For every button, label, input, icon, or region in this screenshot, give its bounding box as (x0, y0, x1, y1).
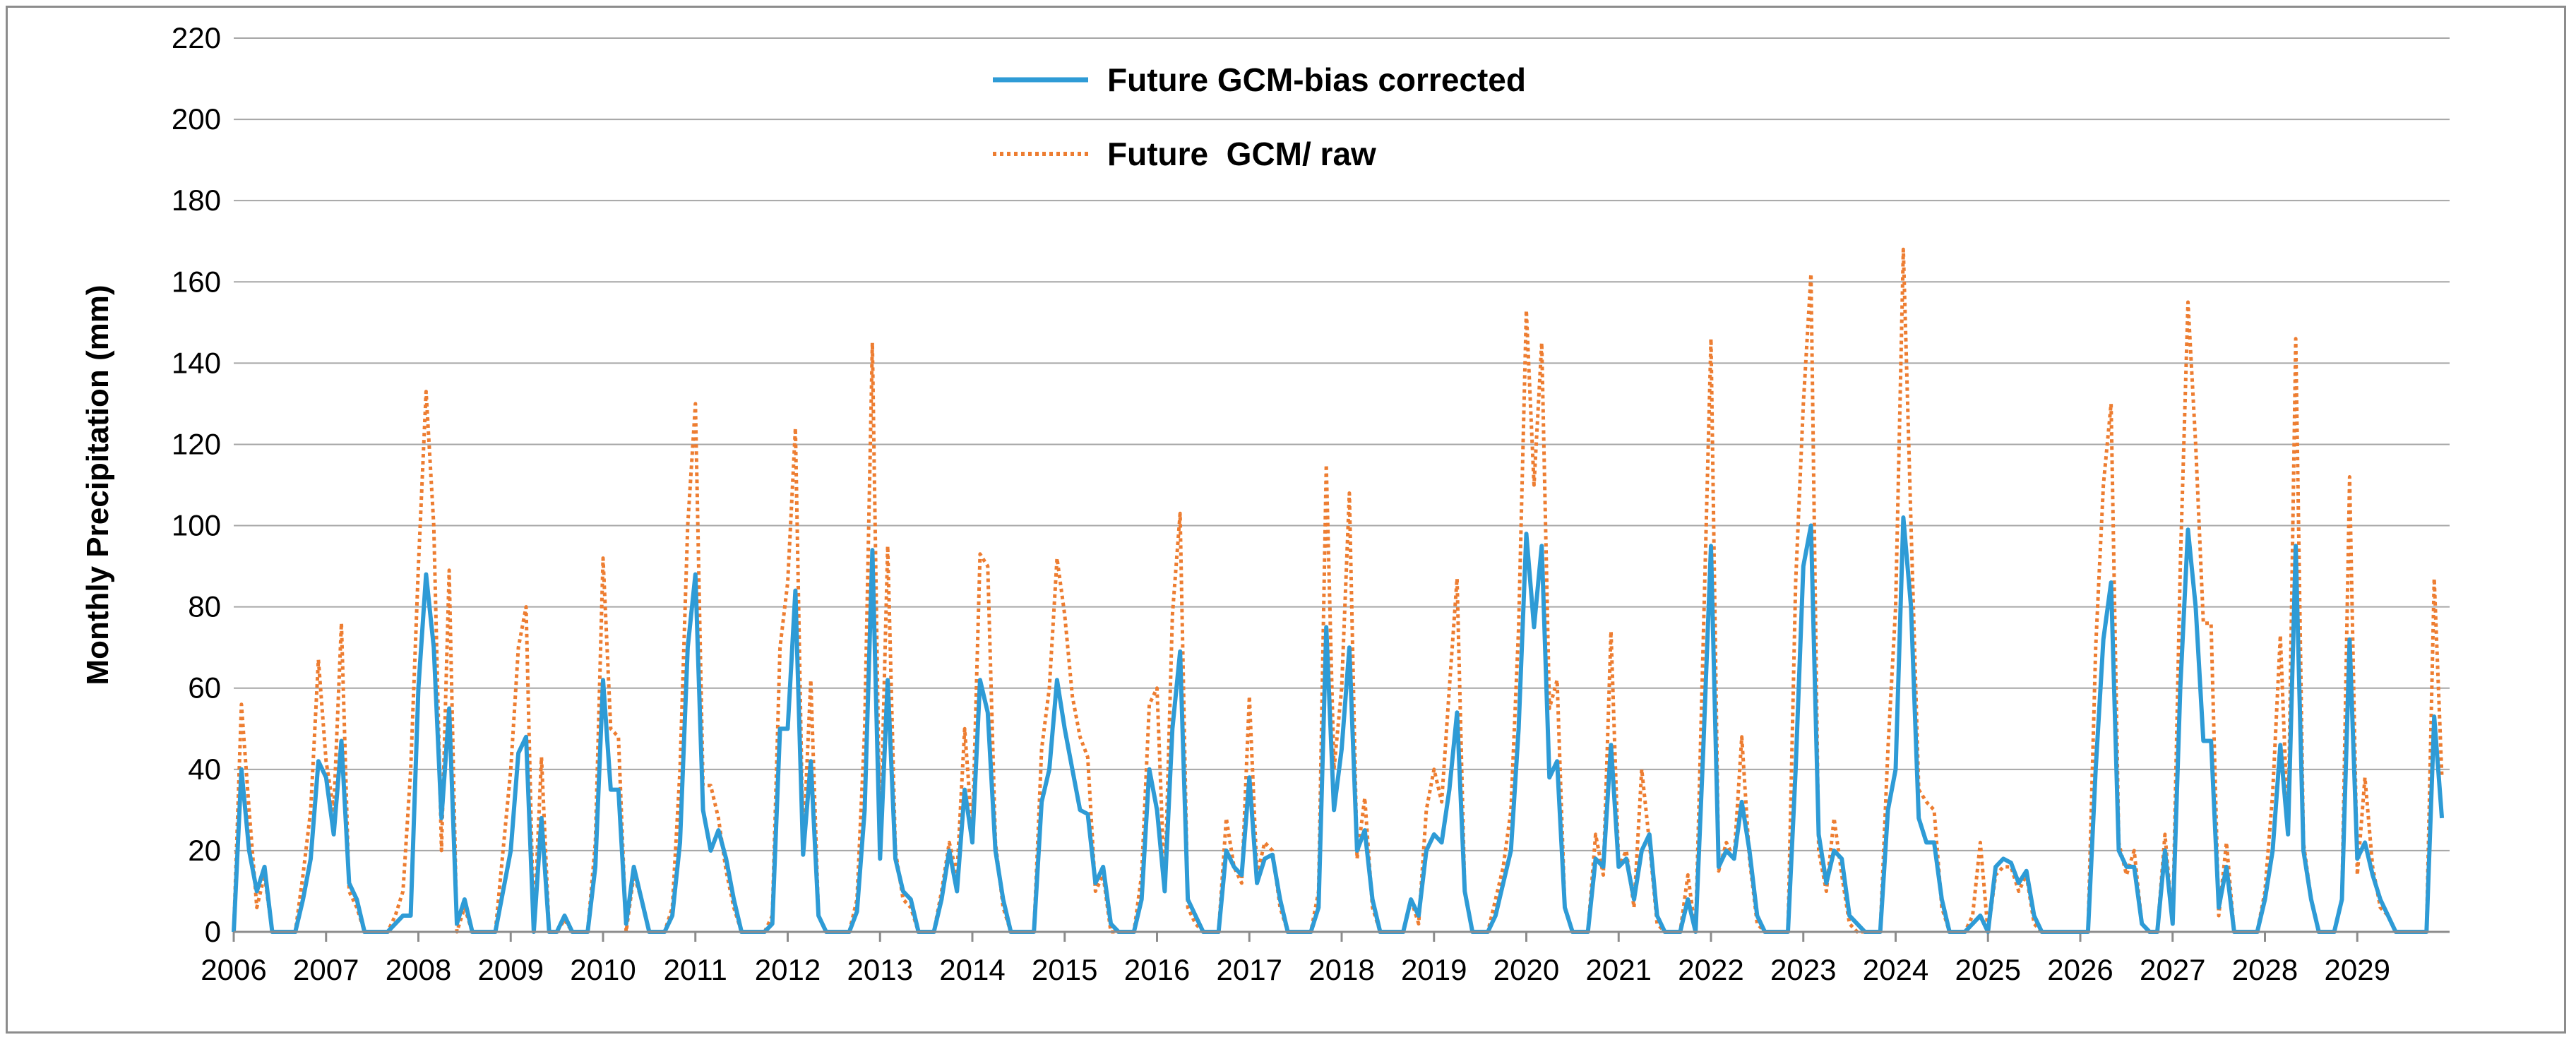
x-tick-label-2015: 2015 (1032, 953, 1097, 986)
x-tick-label-2022: 2022 (1678, 953, 1743, 986)
y-tick-label: 180 (172, 184, 221, 217)
y-axis-ticks: 0 20 40 60 80 100 120 140 160 180 200 220 (172, 21, 221, 948)
x-tick-label-2007: 2007 (293, 953, 359, 986)
x-tick-label-2029: 2029 (2325, 953, 2390, 986)
y-axis-title: Monthly Precipitation (mm) (80, 285, 115, 685)
x-tick-label-2013: 2013 (847, 953, 913, 986)
data-series (232, 247, 2445, 934)
legend-label-raw: Future GCM/ raw (1107, 136, 1376, 172)
y-tick-label: 100 (172, 509, 221, 542)
x-tick-label-2008: 2008 (386, 953, 451, 986)
chart-frame: 0 20 40 60 80 100 120 140 160 180 200 220 2006 2007 2… (6, 6, 2566, 1034)
y-tick-label: 160 (172, 265, 221, 298)
y-tick-label: 120 (172, 427, 221, 460)
legend: Future GCM-bias corrected Future GCM/ ra… (993, 61, 1526, 172)
x-tick-label-2020: 2020 (1493, 953, 1559, 986)
x-tick-label-2019: 2019 (1401, 953, 1467, 986)
x-tick-label-2011: 2011 (664, 953, 727, 986)
y-tick-label: 200 (172, 102, 221, 136)
x-axis-ticks: 2006 2007 2008 2009 2010 2011 2012 2013 2014 2015… (201, 932, 2390, 986)
x-tick-label-2016: 2016 (1124, 953, 1190, 986)
x-tick-label-2006: 2006 (201, 953, 266, 986)
y-tick-label: 20 (188, 834, 221, 867)
x-tick-label-2026: 2026 (2047, 953, 2113, 986)
x-tick-label-2014: 2014 (939, 953, 1005, 986)
legend-label-bias-corrected: Future GCM-bias corrected (1107, 61, 1526, 98)
x-tick-label-2012: 2012 (755, 953, 821, 986)
y-tick-label: 140 (172, 346, 221, 379)
x-tick-label-2025: 2025 (1955, 953, 2021, 986)
x-tick-label-2024: 2024 (1863, 953, 1928, 986)
x-tick-label-2023: 2023 (1770, 953, 1836, 986)
x-tick-label-2028: 2028 (2232, 953, 2298, 986)
y-tick-label: 0 (205, 915, 221, 948)
x-tick-label-2021: 2021 (1586, 953, 1652, 986)
x-tick-label-2027: 2027 (2140, 953, 2205, 986)
y-tick-label: 60 (188, 671, 221, 705)
x-tick-label-2017: 2017 (1217, 953, 1282, 986)
x-tick-label-2010: 2010 (570, 953, 636, 986)
y-tick-label: 40 (188, 753, 221, 786)
x-tick-label-2009: 2009 (478, 953, 544, 986)
y-tick-label: 220 (172, 21, 221, 54)
y-tick-label: 80 (188, 590, 221, 623)
x-tick-label-2018: 2018 (1308, 953, 1374, 986)
